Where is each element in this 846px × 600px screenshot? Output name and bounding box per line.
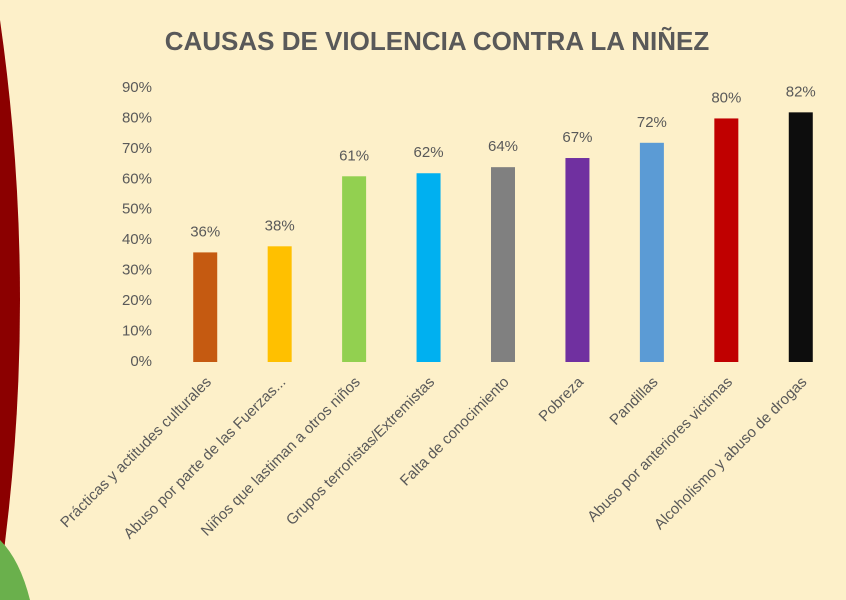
data-label: 38% <box>265 217 295 234</box>
y-tick-label: 30% <box>122 262 152 279</box>
y-tick-label: 90% <box>122 79 152 96</box>
bar <box>193 252 217 362</box>
y-tick-label: 60% <box>122 170 152 187</box>
bar <box>714 118 738 362</box>
y-tick-label: 10% <box>122 323 152 340</box>
chart-title: CAUSAS DE VIOLENCIA CONTRA LA NIÑEZ <box>165 26 710 56</box>
bar <box>640 143 664 362</box>
y-tick-label: 50% <box>122 201 152 218</box>
bar <box>342 176 366 362</box>
bar <box>565 158 589 362</box>
data-label: 64% <box>488 138 518 155</box>
y-tick-label: 40% <box>122 231 152 248</box>
y-tick-label: 80% <box>122 109 152 126</box>
y-tick-label: 70% <box>122 140 152 157</box>
data-label: 61% <box>339 147 369 164</box>
chart: CAUSAS DE VIOLENCIA CONTRA LA NIÑEZ 0% 10… <box>0 0 846 600</box>
bar <box>789 112 813 362</box>
bar <box>491 167 515 362</box>
bar <box>268 246 292 362</box>
data-label: 82% <box>786 83 816 100</box>
data-label: 72% <box>637 114 667 131</box>
page: CAUSAS DE VIOLENCIA CONTRA LA NIÑEZ 0% 10… <box>0 0 846 600</box>
data-label: 36% <box>190 223 220 240</box>
data-label: 80% <box>711 89 741 106</box>
y-tick-label: 0% <box>130 353 152 370</box>
y-tick-label: 20% <box>122 292 152 309</box>
data-label: 67% <box>562 129 592 146</box>
data-label: 62% <box>414 144 444 161</box>
bar <box>417 173 441 362</box>
